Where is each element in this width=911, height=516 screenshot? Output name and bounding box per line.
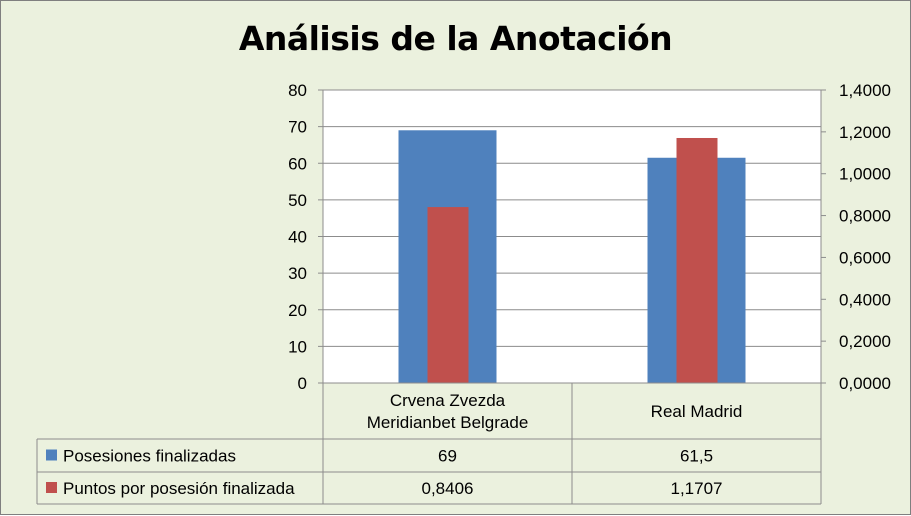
category-label: Meridianbet Belgrade xyxy=(367,413,529,432)
right-tick-label: 0,4000 xyxy=(839,290,891,309)
left-tick-label: 40 xyxy=(288,228,307,247)
right-tick-label: 0,0000 xyxy=(839,374,891,393)
data-table-value: 1,1707 xyxy=(671,479,723,498)
legend-series-name: Puntos por posesión finalizada xyxy=(63,479,295,498)
bar-puntos xyxy=(676,137,718,383)
left-tick-label: 80 xyxy=(288,81,307,100)
left-tick-label: 60 xyxy=(288,154,307,173)
bar-puntos xyxy=(427,207,469,383)
right-tick-label: 0,8000 xyxy=(839,207,891,226)
chart-title: Análisis de la Anotación xyxy=(238,19,673,58)
data-table-value: 61,5 xyxy=(680,447,713,466)
data-table-value: 0,8406 xyxy=(422,479,474,498)
right-tick-label: 0,6000 xyxy=(839,248,891,267)
right-tick-label: 0,2000 xyxy=(839,332,891,351)
legend-series-name: Posesiones finalizadas xyxy=(63,447,236,466)
left-tick-label: 50 xyxy=(288,191,307,210)
right-tick-label: 1,4000 xyxy=(839,81,891,100)
data-table-value: 69 xyxy=(438,447,457,466)
category-label: Real Madrid xyxy=(651,402,743,421)
right-tick-label: 1,2000 xyxy=(839,123,891,142)
left-tick-label: 10 xyxy=(288,337,307,356)
legend-key xyxy=(46,449,57,461)
left-tick-label: 20 xyxy=(288,301,307,320)
category-label: Crvena Zvezda xyxy=(390,391,506,410)
right-tick-label: 1,0000 xyxy=(839,165,891,184)
left-tick-label: 70 xyxy=(288,118,307,137)
left-tick-label: 0 xyxy=(298,374,307,393)
left-tick-label: 30 xyxy=(288,264,307,283)
legend-key xyxy=(46,482,57,493)
